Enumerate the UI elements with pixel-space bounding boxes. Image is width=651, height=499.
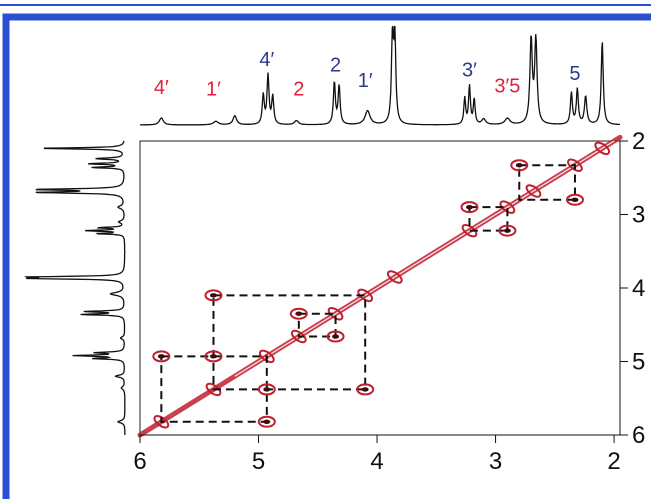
y-tick-label: 4 [632, 275, 645, 302]
x-tick-label: 6 [133, 448, 146, 475]
connectivity-boxes [160, 164, 576, 423]
peak-label: 2 [293, 78, 304, 100]
peak-label: 4′ [154, 77, 169, 99]
cross-peak [460, 201, 479, 214]
top-1d-spectrum [140, 25, 621, 126]
diagonal-peak [499, 200, 516, 214]
cross-peak [289, 307, 308, 320]
cross-peak [498, 224, 517, 237]
x-tick-label: 4 [370, 448, 383, 475]
cross-peak [326, 330, 345, 343]
cross-peak [204, 350, 223, 363]
y-tick-label: 5 [632, 349, 645, 376]
diagonal-peak [290, 329, 307, 344]
peak-label: 2 [330, 55, 341, 77]
x-tick-label: 5 [252, 448, 265, 475]
left-spectrum-trace [24, 140, 126, 435]
left-1d-spectrum [24, 140, 126, 435]
peak-label: 1′ [358, 70, 373, 92]
diagonal-peak [525, 184, 542, 198]
cross-peak [257, 415, 276, 428]
peak-label: 3′5 [494, 76, 520, 98]
y-axis: 2 3 4 5 6 [619, 128, 645, 449]
peak-label: 4′ [259, 49, 274, 71]
x-tick-label: 3 [489, 448, 502, 475]
diagonal-peak [153, 415, 170, 429]
peak-labels: 4′ 1′ 2 4′ 2 1′ 3′ 3′5 5 [154, 49, 581, 100]
y-tick-label: 6 [632, 422, 645, 449]
diagonal-peak [386, 270, 403, 284]
cosy-plot-area [137, 134, 623, 438]
cross-peak [152, 350, 171, 363]
diagonal-peak [461, 223, 478, 238]
connectivity-box [297, 312, 337, 338]
peak-label: 1′ [206, 78, 221, 100]
diagonal-peak [258, 349, 275, 364]
cross-peaks [152, 159, 584, 428]
connectivity-box [468, 206, 509, 232]
cross-peak [510, 159, 529, 172]
diagonal-peak [327, 307, 344, 321]
y-tick-label: 3 [632, 202, 645, 229]
y-tick-label: 2 [632, 128, 645, 155]
connectivity-box [212, 294, 367, 391]
diagonal-peak [594, 141, 611, 156]
cross-peak [565, 193, 584, 206]
cross-peak [204, 289, 223, 302]
diagonal-peak [357, 288, 374, 303]
top-spectrum-trace [140, 25, 621, 126]
x-axis: 6 5 4 3 2 [133, 434, 621, 475]
diagonal-contours [137, 134, 623, 438]
cross-peak [257, 383, 276, 396]
cross-peak [356, 383, 375, 396]
figure-border [2, 13, 651, 499]
x-tick-label: 2 [607, 448, 620, 475]
peak-label: 5 [569, 63, 580, 85]
connectivity-box [518, 164, 576, 201]
diagonal-peak [205, 382, 222, 397]
peak-label: 3′ [462, 60, 477, 82]
diagonal-peak [567, 158, 583, 172]
